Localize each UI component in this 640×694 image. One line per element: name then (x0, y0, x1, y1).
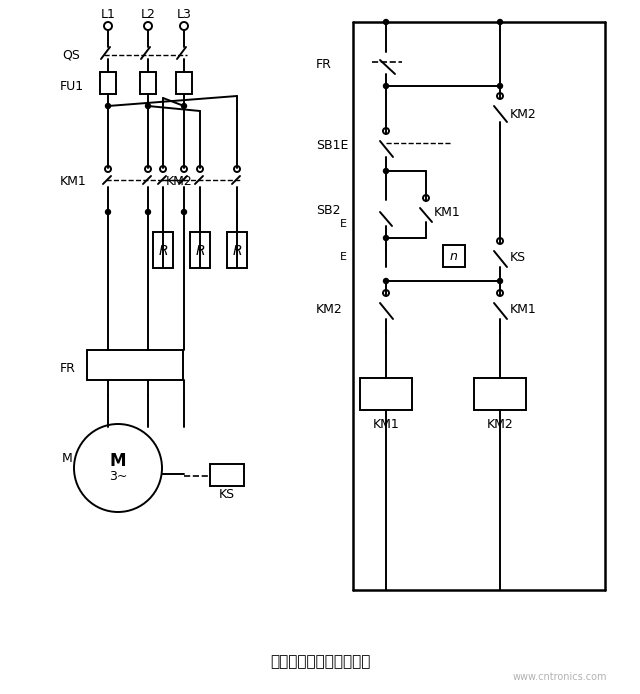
Circle shape (383, 83, 388, 89)
Text: KM1: KM1 (434, 205, 461, 219)
Bar (140, 72, 156, 94)
Circle shape (145, 103, 150, 108)
Text: R: R (158, 244, 168, 258)
Circle shape (497, 19, 502, 24)
Text: KM2: KM2 (510, 108, 537, 121)
Bar (443, 245, 465, 267)
Text: M: M (62, 452, 73, 464)
Circle shape (383, 290, 389, 296)
Bar (210, 464, 244, 486)
Text: KM1: KM1 (60, 174, 87, 187)
Circle shape (182, 210, 186, 214)
Circle shape (497, 290, 503, 296)
Circle shape (383, 19, 388, 24)
Text: QS: QS (62, 49, 80, 62)
Text: SB2: SB2 (316, 203, 340, 217)
Text: www.cntronics.com: www.cntronics.com (513, 672, 607, 682)
Text: L2: L2 (141, 8, 156, 21)
Circle shape (106, 210, 111, 214)
Text: R: R (232, 244, 242, 258)
Text: KM1: KM1 (372, 418, 399, 430)
Circle shape (106, 103, 111, 108)
Circle shape (180, 22, 188, 30)
Circle shape (105, 166, 111, 172)
Text: KS: KS (510, 251, 526, 264)
Bar (190, 232, 210, 268)
Text: KM2: KM2 (486, 418, 513, 430)
Text: 3~: 3~ (109, 471, 127, 484)
Bar (100, 72, 116, 94)
Text: KM2: KM2 (166, 174, 193, 187)
Circle shape (145, 166, 151, 172)
Text: KM2: KM2 (316, 303, 343, 316)
Circle shape (497, 238, 503, 244)
Bar (87, 350, 183, 380)
Text: FR: FR (60, 362, 76, 375)
Circle shape (234, 166, 240, 172)
Text: M: M (109, 452, 126, 470)
Bar (474, 378, 526, 410)
Circle shape (144, 22, 152, 30)
Text: E: E (340, 219, 347, 229)
Circle shape (383, 235, 388, 241)
Circle shape (497, 93, 503, 99)
Text: KM1: KM1 (510, 303, 537, 316)
Circle shape (497, 278, 502, 284)
Circle shape (182, 103, 186, 108)
Text: KS: KS (219, 487, 235, 500)
Text: SB1E: SB1E (316, 139, 348, 151)
Text: R: R (195, 244, 205, 258)
Circle shape (383, 278, 388, 284)
Text: 单向反接制动的控制线路: 单向反接制动的控制线路 (270, 654, 370, 670)
Bar (360, 378, 412, 410)
Circle shape (383, 128, 389, 134)
Bar (176, 72, 192, 94)
Text: n: n (450, 250, 458, 262)
Circle shape (145, 210, 150, 214)
Text: FR: FR (316, 58, 332, 71)
Text: E: E (340, 252, 347, 262)
Circle shape (181, 166, 187, 172)
Text: L3: L3 (177, 8, 191, 21)
Circle shape (383, 169, 388, 174)
Circle shape (74, 424, 162, 512)
Circle shape (104, 22, 112, 30)
Circle shape (497, 83, 502, 89)
Text: L1: L1 (100, 8, 115, 21)
Circle shape (197, 166, 203, 172)
Bar (227, 232, 247, 268)
Text: FU1: FU1 (60, 80, 84, 92)
Circle shape (160, 166, 166, 172)
Circle shape (423, 195, 429, 201)
Bar (153, 232, 173, 268)
